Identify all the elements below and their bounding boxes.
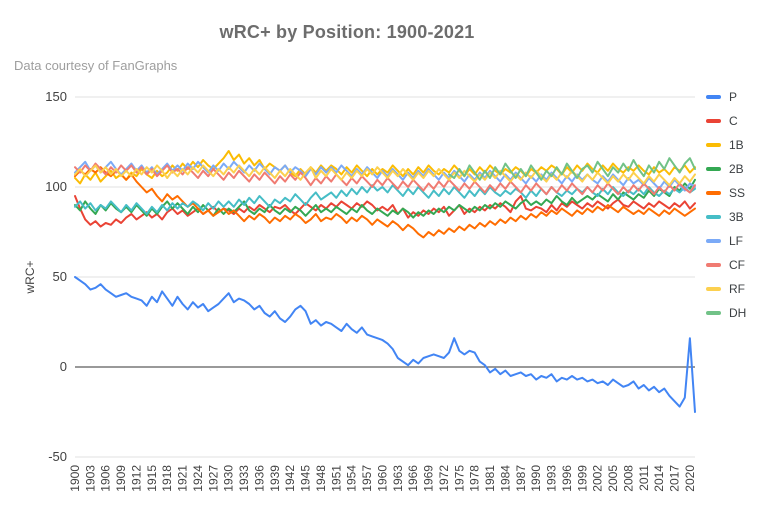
legend-item-3B: 3B bbox=[706, 205, 746, 229]
x-tick-label: 2008 bbox=[621, 465, 635, 492]
x-tick-label: 1930 bbox=[222, 465, 236, 492]
x-tick-label: 1966 bbox=[406, 465, 420, 492]
x-tick-label: 1975 bbox=[452, 465, 466, 492]
legend-label: 1B bbox=[729, 138, 744, 152]
x-tick-label: 1963 bbox=[391, 465, 405, 492]
x-tick-label: 1969 bbox=[422, 465, 436, 492]
legend-label: SS bbox=[729, 186, 746, 200]
legend-swatch-icon bbox=[706, 263, 721, 267]
x-tick-label: 1915 bbox=[145, 465, 159, 492]
series-line-SS bbox=[74, 166, 696, 239]
legend-item-1B: 1B bbox=[706, 133, 746, 157]
x-tick-label: 1933 bbox=[237, 465, 251, 492]
legend-label: 3B bbox=[729, 210, 744, 224]
x-tick-label: 1939 bbox=[268, 465, 282, 492]
y-tick-label: 0 bbox=[60, 359, 67, 374]
legend-swatch-icon bbox=[706, 95, 721, 99]
legend-label: RF bbox=[729, 282, 745, 296]
x-tick-label: 1987 bbox=[514, 465, 528, 492]
legend-item-LF: LF bbox=[706, 229, 746, 253]
legend-label: C bbox=[729, 114, 738, 128]
legend-label: DH bbox=[729, 306, 747, 320]
legend-item-DH: DH bbox=[706, 301, 746, 325]
legend: P C 1B 2B SS 3B LF CF RF DH bbox=[706, 85, 746, 325]
x-tick-label: 1990 bbox=[529, 465, 543, 492]
x-tick-label: 1903 bbox=[83, 465, 97, 492]
x-tick-label: 1978 bbox=[468, 465, 482, 492]
x-tick-label: 1921 bbox=[176, 465, 190, 492]
series-line-P bbox=[74, 276, 696, 413]
legend-item-CF: CF bbox=[706, 253, 746, 277]
x-tick-label: 2011 bbox=[637, 465, 651, 491]
series-line-C bbox=[74, 195, 696, 228]
series-line-CF bbox=[74, 162, 696, 196]
x-tick-label: 1984 bbox=[498, 465, 512, 492]
x-tick-label: 1999 bbox=[575, 465, 589, 492]
x-tick-label: 1927 bbox=[206, 465, 220, 492]
x-tick-label: 1900 bbox=[68, 465, 82, 492]
series-line-RF bbox=[74, 164, 696, 187]
x-tick-label: 2014 bbox=[652, 465, 666, 492]
y-tick-label: -50 bbox=[48, 449, 67, 464]
x-tick-label: 1948 bbox=[314, 465, 328, 492]
x-tick-label: 1996 bbox=[560, 465, 574, 492]
x-tick-label: 2020 bbox=[683, 465, 697, 492]
legend-label: CF bbox=[729, 258, 745, 272]
legend-swatch-icon bbox=[706, 239, 721, 243]
legend-item-2B: 2B bbox=[706, 157, 746, 181]
x-tick-label: 1942 bbox=[283, 465, 297, 492]
x-tick-label: 1951 bbox=[329, 465, 343, 492]
legend-item-C: C bbox=[706, 109, 746, 133]
chart-subtitle: Data courtesy of FanGraphs bbox=[14, 58, 178, 73]
legend-item-RF: RF bbox=[706, 277, 746, 301]
x-tick-label: 1957 bbox=[360, 465, 374, 492]
x-tick-label: 1936 bbox=[252, 465, 266, 492]
legend-swatch-icon bbox=[706, 143, 721, 147]
x-tick-label: 2002 bbox=[591, 465, 605, 492]
legend-label: LF bbox=[729, 234, 744, 248]
y-tick-label: 150 bbox=[45, 89, 67, 104]
series-line-2B bbox=[74, 178, 696, 219]
x-tick-label: 1924 bbox=[191, 465, 205, 492]
chart-title: wRC+ by Position: 1900-2021 bbox=[219, 22, 475, 42]
x-tick-label: 1972 bbox=[437, 465, 451, 492]
x-tick-label: 1918 bbox=[160, 465, 174, 492]
x-tick-label: 1909 bbox=[114, 465, 128, 492]
x-tick-label: 1954 bbox=[345, 465, 359, 492]
legend-swatch-icon bbox=[706, 191, 721, 195]
legend-swatch-icon bbox=[706, 215, 721, 219]
x-tick-label: 1993 bbox=[545, 465, 559, 492]
x-tick-label: 1981 bbox=[483, 465, 497, 492]
series-line-DH bbox=[448, 157, 696, 181]
x-tick-label: 1945 bbox=[299, 465, 313, 492]
x-tick-label: 1960 bbox=[375, 465, 389, 492]
x-tick-label: 1906 bbox=[99, 465, 113, 492]
legend-label: P bbox=[729, 90, 738, 104]
legend-swatch-icon bbox=[706, 167, 721, 171]
y-tick-label: 100 bbox=[45, 179, 67, 194]
legend-swatch-icon bbox=[706, 287, 721, 291]
legend-label: 2B bbox=[729, 162, 744, 176]
legend-swatch-icon bbox=[706, 119, 721, 123]
legend-item-SS: SS bbox=[706, 181, 746, 205]
x-tick-label: 2005 bbox=[606, 465, 620, 492]
x-tick-label: 1912 bbox=[129, 465, 143, 492]
y-tick-label: 50 bbox=[53, 269, 67, 284]
x-tick-label: 2017 bbox=[668, 465, 682, 492]
legend-item-P: P bbox=[706, 85, 746, 109]
legend-swatch-icon bbox=[706, 311, 721, 315]
